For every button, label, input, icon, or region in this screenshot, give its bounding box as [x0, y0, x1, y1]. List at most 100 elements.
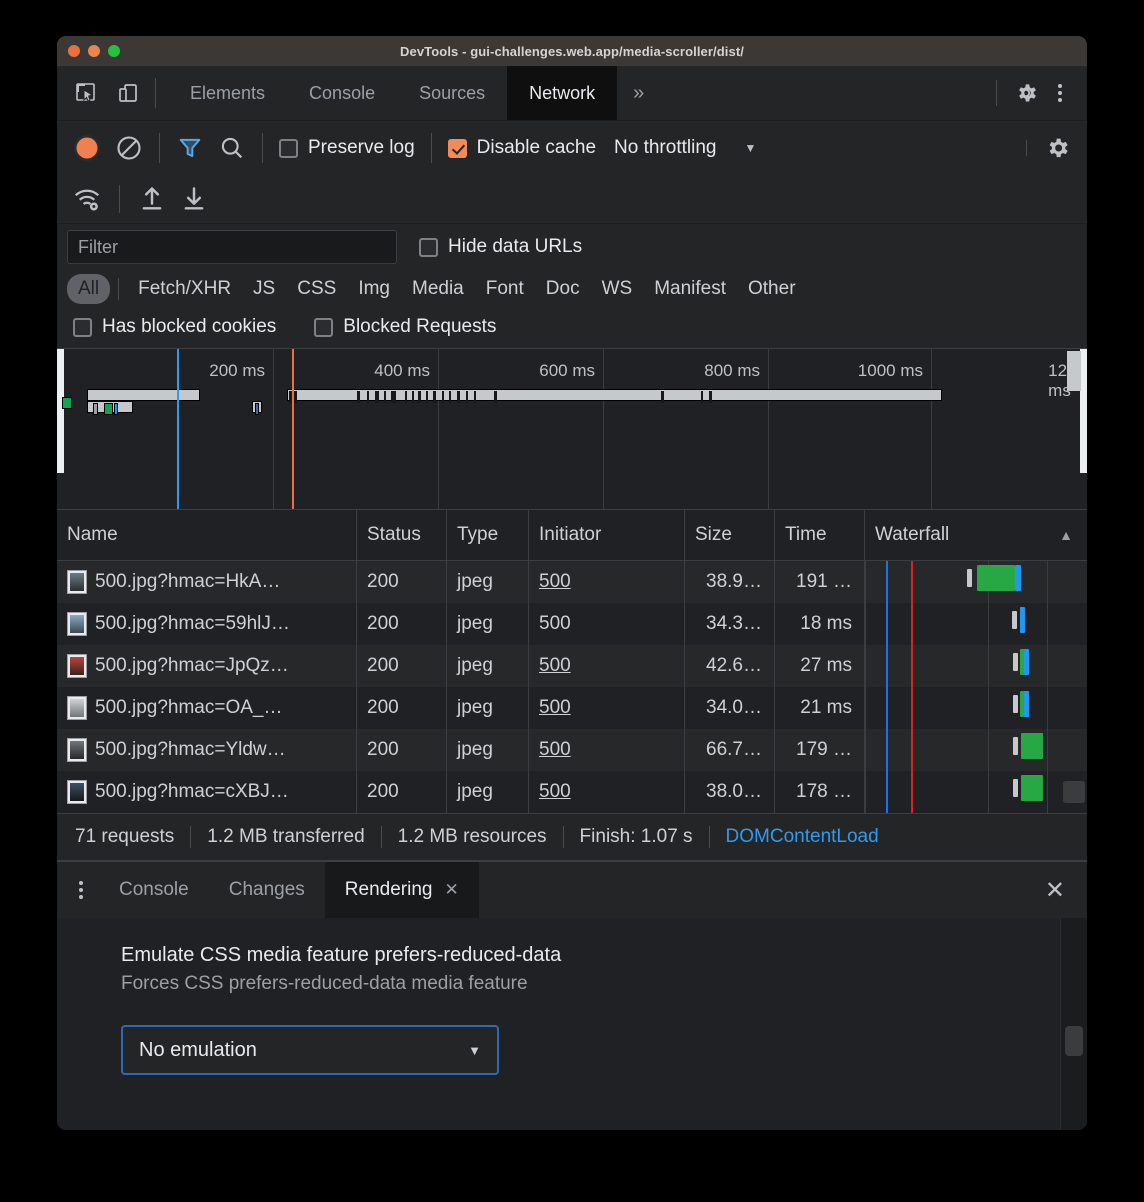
search-icon[interactable] [212, 128, 252, 168]
record-button[interactable] [67, 128, 107, 168]
disable-cache-box[interactable] [447, 138, 467, 158]
request-initiator[interactable]: 500 [539, 655, 571, 676]
tab-sources[interactable]: Sources [419, 82, 486, 103]
request-time: 178 … [775, 771, 865, 813]
close-drawer-icon[interactable]: ✕ [1044, 876, 1065, 904]
column-header-status[interactable]: Status [357, 510, 447, 560]
request-initiator[interactable]: 500 [539, 571, 571, 592]
drawer-tab-rendering[interactable]: Rendering ✕ [324, 862, 479, 918]
table-row[interactable]: 500.jpg?hmac=JpQz… 200 jpeg 500 42.6… 27… [57, 645, 1087, 687]
minimize-button-light[interactable] [88, 45, 100, 57]
table-row[interactable]: 500.jpg?hmac=59hlJ… 200 jpeg 500 34.3… 1… [57, 603, 1087, 645]
network-overview-timeline[interactable]: 200 ms 400 ms 600 ms 800 ms 1000 ms 1200… [57, 348, 1087, 510]
tab-network[interactable]: Network [507, 66, 618, 120]
has-blocked-cookies-box[interactable] [73, 317, 92, 337]
type-chip-font[interactable]: Font [485, 278, 524, 299]
table-row[interactable]: 500.jpg?hmac=OA_… 200 jpeg 500 34.0… 21 … [57, 687, 1087, 729]
summary-requests: 71 requests [75, 826, 175, 847]
throttling-dropdown[interactable]: No throttling ▼ [604, 137, 756, 159]
request-size: 38.9… [685, 561, 775, 603]
type-chip-js[interactable]: JS [253, 278, 276, 299]
close-tab-icon[interactable]: ✕ [444, 880, 459, 899]
drawer-more-dots [79, 881, 83, 899]
column-header-waterfall[interactable]: Waterfall ▲ [865, 510, 1087, 560]
tabbar-right-divider [996, 80, 997, 106]
has-blocked-cookies-checkbox[interactable]: Has blocked cookies [67, 316, 282, 338]
type-chip-css[interactable]: CSS [297, 278, 337, 299]
devtools-main-tabbar: Elements Console Sources Network » [57, 66, 1087, 121]
request-initiator[interactable]: 500 [539, 739, 571, 760]
blocked-requests-box[interactable] [314, 317, 334, 337]
close-button-light[interactable] [68, 45, 80, 57]
type-chip-other[interactable]: Other [748, 278, 796, 299]
overview-scrollbar-thumb[interactable] [1067, 351, 1081, 391]
type-filter-divider [118, 278, 120, 300]
filter-toggle-icon[interactable] [170, 128, 210, 168]
type-chip-all[interactable]: All [67, 274, 111, 304]
overview-selection-handle-left[interactable] [57, 349, 64, 473]
type-chip-img[interactable]: Img [358, 278, 390, 299]
column-header-size[interactable]: Size [685, 510, 775, 560]
window-titlebar: DevTools - gui-challenges.web.app/media-… [57, 36, 1087, 66]
request-initiator[interactable]: 500 [539, 613, 571, 634]
table-scrollbar-thumb[interactable] [1063, 781, 1085, 803]
rendering-scrollbar-track[interactable] [1060, 918, 1087, 1130]
overview-selection-handle-right[interactable] [1080, 349, 1087, 473]
wifi-settings-icon[interactable] [67, 179, 107, 219]
blocked-requests-checkbox[interactable]: Blocked Requests [308, 316, 502, 338]
network-toolbar-row2 [67, 175, 1077, 223]
import-har-icon[interactable] [132, 179, 172, 219]
prefers-reduced-data-select[interactable]: No emulation ▼ [121, 1025, 499, 1075]
filter-input[interactable] [67, 230, 397, 264]
more-tabs-icon[interactable]: » [633, 81, 645, 104]
column-header-type[interactable]: Type [447, 510, 529, 560]
table-row[interactable]: 500.jpg?hmac=Yldw… 200 jpeg 500 66.7… 17… [57, 729, 1087, 771]
export-har-icon[interactable] [174, 179, 214, 219]
more-vertical-icon[interactable] [1045, 78, 1075, 108]
drawer-tab-console[interactable]: Console [99, 862, 209, 918]
rendering-scrollbar-thumb[interactable] [1065, 1026, 1083, 1056]
type-chip-ws[interactable]: WS [601, 278, 633, 299]
column-header-name[interactable]: Name [57, 510, 357, 560]
preserve-log-checkbox[interactable]: Preserve log [273, 137, 421, 159]
type-chip-media[interactable]: Media [412, 278, 464, 299]
drawer-tab-bar: Console Changes Rendering ✕ ✕ [57, 862, 1087, 918]
type-chip-doc[interactable]: Doc [545, 278, 580, 299]
drawer-more-icon[interactable] [57, 862, 99, 918]
hide-data-urls-box[interactable] [419, 237, 438, 257]
type-chip-fetch-xhr[interactable]: Fetch/XHR [138, 278, 232, 299]
column-header-time[interactable]: Time [775, 510, 865, 560]
request-time: 21 ms [775, 687, 865, 729]
request-initiator[interactable]: 500 [539, 697, 571, 718]
clear-button[interactable] [109, 128, 149, 168]
network-settings-gear-icon[interactable] [1037, 128, 1077, 168]
throttling-value: No throttling [614, 137, 717, 158]
maximize-button-light[interactable] [108, 45, 120, 57]
table-row[interactable]: 500.jpg?hmac=HkA… 200 jpeg 500 38.9… 191… [57, 561, 1087, 603]
request-waterfall [865, 687, 1087, 729]
drawer-tab-changes[interactable]: Changes [209, 862, 325, 918]
blocked-requests-label: Blocked Requests [343, 316, 497, 337]
hide-data-urls-checkbox[interactable]: Hide data URLs [413, 236, 588, 258]
preserve-log-box[interactable] [279, 138, 298, 158]
summary-dom-content-loaded: DOMContentLoad [725, 826, 879, 847]
summary-divider [190, 826, 192, 848]
device-toolbar-icon[interactable] [113, 78, 143, 108]
window-traffic-lights[interactable] [68, 36, 120, 66]
inspect-icon[interactable] [71, 78, 101, 108]
overview-tick-1000ms: 1000 ms [857, 361, 923, 380]
tab-console[interactable]: Console [309, 82, 376, 103]
column-header-initiator[interactable]: Initiator [529, 510, 685, 560]
summary-divider [708, 826, 710, 848]
table-row[interactable]: 500.jpg?hmac=cXBJ… 200 jpeg 500 38.0… 17… [57, 771, 1087, 813]
type-chip-manifest[interactable]: Manifest [654, 278, 726, 299]
disable-cache-checkbox[interactable]: Disable cache [442, 137, 602, 159]
tab-elements[interactable]: Elements [190, 82, 266, 103]
settings-gear-icon[interactable] [1011, 78, 1041, 108]
hide-data-urls-label: Hide data URLs [448, 236, 583, 257]
request-time: 27 ms [775, 645, 865, 687]
request-initiator[interactable]: 500 [539, 781, 571, 802]
request-waterfall [865, 729, 1087, 771]
chevron-down-icon: ▼ [468, 1042, 481, 1058]
overview-tick-200ms: 200 ms [209, 361, 265, 380]
